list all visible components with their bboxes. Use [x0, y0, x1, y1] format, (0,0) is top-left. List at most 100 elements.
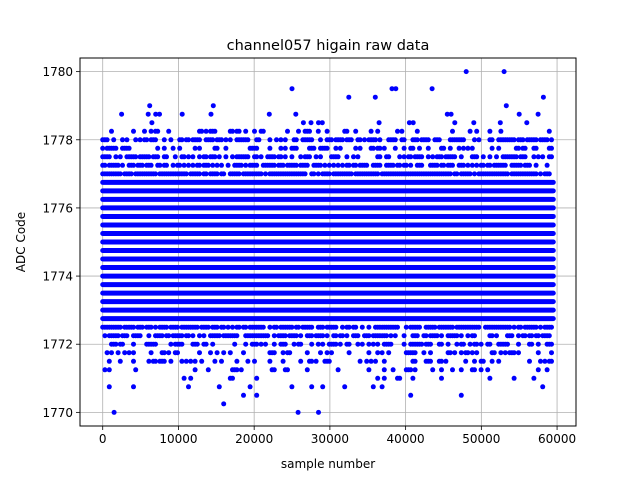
data-point [203, 154, 209, 160]
data-point [412, 367, 418, 373]
data-point [443, 358, 449, 364]
y-tick-label: 1774 [42, 270, 73, 284]
data-point [186, 384, 191, 390]
data-point [392, 145, 398, 151]
data-point [258, 154, 264, 160]
data-point [230, 128, 235, 134]
data-point [153, 358, 158, 364]
data-point [267, 358, 273, 364]
data-point [403, 162, 409, 168]
data-point [241, 350, 246, 356]
data-point [364, 358, 370, 364]
data-point [245, 137, 251, 143]
data-point [203, 128, 209, 134]
data-point [181, 375, 187, 381]
data-point [535, 367, 541, 373]
data-point [533, 324, 539, 330]
data-point [527, 358, 532, 364]
data-points [100, 69, 556, 415]
data-point [212, 358, 218, 364]
data-point [516, 333, 521, 339]
data-point [302, 171, 308, 177]
data-point [419, 162, 425, 168]
data-point [494, 333, 499, 339]
data-point-band [100, 222, 556, 228]
y-tick-label: 1770 [42, 406, 73, 420]
data-point [214, 145, 220, 151]
data-point [146, 358, 152, 364]
data-point [414, 128, 420, 134]
data-point [199, 358, 205, 364]
data-point [520, 137, 526, 143]
data-point [397, 154, 403, 160]
data-point [179, 333, 185, 339]
data-point [265, 333, 271, 339]
data-point [186, 333, 191, 339]
data-point [197, 162, 202, 168]
data-point [467, 128, 473, 134]
data-point [370, 341, 376, 347]
data-point [111, 137, 117, 143]
data-point [421, 350, 427, 356]
data-point [197, 145, 202, 151]
data-point [507, 324, 513, 330]
data-point [208, 350, 213, 356]
data-point [412, 350, 418, 356]
data-point [120, 162, 125, 168]
data-point [533, 145, 539, 151]
data-point [340, 333, 345, 339]
data-point [199, 128, 205, 134]
data-point [346, 324, 352, 330]
data-point [472, 367, 477, 373]
data-point [444, 111, 450, 117]
data-point [172, 154, 178, 160]
data-point [324, 145, 330, 151]
data-point [106, 367, 112, 373]
data-point [533, 162, 539, 168]
data-point [278, 145, 284, 151]
data-point [357, 137, 363, 143]
data-point [463, 358, 469, 364]
data-point [278, 154, 284, 160]
data-point [197, 137, 202, 143]
data-point [386, 154, 392, 160]
data-point [289, 384, 295, 390]
data-point [335, 154, 341, 160]
data-point [359, 324, 365, 330]
data-point [124, 333, 130, 339]
data-point [309, 358, 315, 364]
data-point [212, 128, 218, 134]
data-point [280, 358, 286, 364]
data-point [474, 350, 480, 356]
data-point [436, 137, 442, 143]
data-point [210, 103, 216, 109]
data-point [511, 350, 517, 356]
data-point [263, 171, 268, 177]
data-point [190, 162, 196, 168]
data-point [254, 154, 260, 160]
data-point [137, 333, 143, 339]
data-point [357, 145, 363, 151]
data-point [549, 145, 554, 151]
data-point [139, 324, 145, 330]
data-point [243, 341, 249, 347]
data-point [535, 350, 541, 356]
data-point [148, 324, 154, 330]
data-point [260, 324, 266, 330]
data-point [315, 128, 321, 134]
data-point [175, 350, 180, 356]
data-point [192, 367, 198, 373]
data-point [511, 375, 517, 381]
data-point [476, 137, 482, 143]
data-point [467, 341, 473, 347]
data-point [311, 171, 317, 177]
data-point [439, 341, 444, 347]
data-point [278, 137, 284, 143]
data-point [454, 333, 460, 339]
data-point [389, 86, 395, 92]
data-point [254, 162, 260, 168]
data-point [485, 367, 491, 373]
data-point [238, 367, 244, 373]
data-point [309, 324, 315, 330]
